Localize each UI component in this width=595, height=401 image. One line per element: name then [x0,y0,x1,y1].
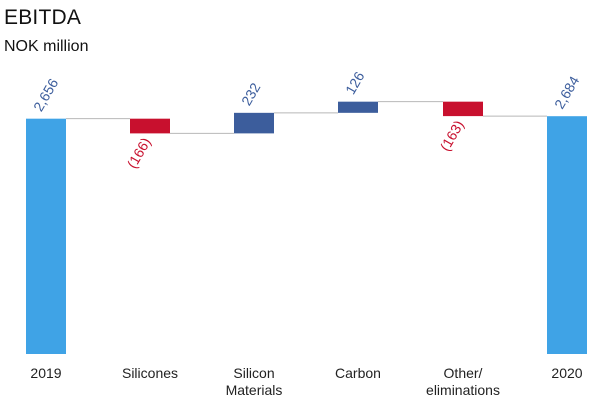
chart-title: EBITDA [4,6,82,29]
category-label: eliminations [426,382,500,398]
category-label: Silicones [122,365,178,381]
category-label: 2019 [30,365,61,381]
bar-2019 [26,118,66,354]
category-label: Silicon [233,365,274,381]
bar-other-eliminations [443,101,483,117]
category-label: Materials [226,382,283,398]
data-label: 2,684 [551,73,582,112]
bar-silicon-materials [234,112,274,134]
data-label: (166) [124,135,154,171]
data-label: 232 [238,80,264,108]
bar-carbon [338,101,378,113]
category-label: 2020 [551,365,582,381]
category-label: Other/ [444,365,483,381]
data-label: (163) [437,117,467,153]
data-label: 126 [342,69,368,97]
category-label: Carbon [335,365,381,381]
data-label: 2,656 [30,76,61,115]
bar-silicones [130,118,170,134]
chart-subtitle: NOK million [4,38,89,55]
bar-2020 [547,116,587,354]
